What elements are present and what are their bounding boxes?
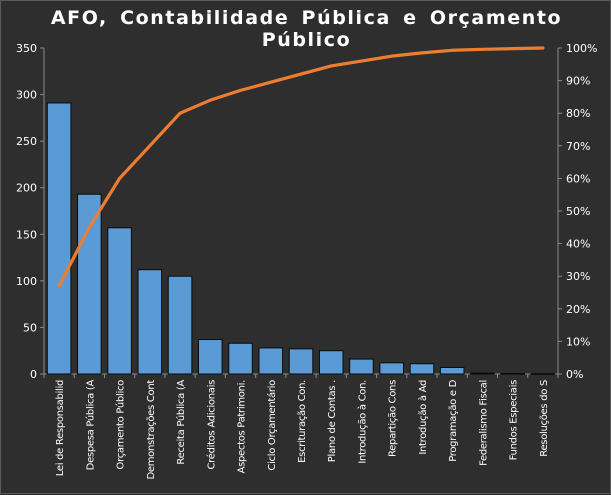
- y-tick-label: 50: [23, 321, 37, 334]
- bar: [47, 103, 71, 374]
- y-tick-label: 150: [16, 228, 37, 241]
- bar: [380, 363, 404, 374]
- y-tick-label: 100: [16, 275, 37, 288]
- bar: [199, 340, 223, 374]
- y-tick-label: 300: [16, 89, 37, 102]
- y2-tick-label: 60%: [566, 172, 590, 185]
- x-tick-label: Despesa Pública (A: [84, 380, 96, 471]
- bar: [319, 351, 343, 374]
- x-tick-label: Plano de Contas .: [327, 380, 338, 462]
- y-tick-label: 350: [16, 42, 37, 55]
- y2-tick-label: 90%: [566, 75, 590, 88]
- x-tick-label: Lei de Responsabilid: [55, 380, 66, 476]
- y2-tick-label: 50%: [566, 205, 590, 218]
- bar: [471, 373, 495, 374]
- x-tick-label: Ciclo Orçamentário: [266, 380, 278, 471]
- x-tick-label: Orçamento Público: [115, 380, 127, 470]
- x-tick-label: Introdução à Ad: [417, 380, 429, 455]
- x-tick-label: Aspectos Patrimoni.: [237, 380, 248, 474]
- y-tick-label: 200: [16, 182, 37, 195]
- bar: [440, 367, 464, 374]
- y2-tick-label: 20%: [566, 303, 590, 316]
- bar: [78, 194, 102, 374]
- y2-tick-label: 70%: [566, 140, 590, 153]
- y2-tick-label: 0%: [566, 368, 583, 381]
- bar: [501, 374, 525, 375]
- x-tick-label: Programação e D: [448, 379, 459, 461]
- x-tick-label: Demonstrações Cont: [146, 380, 157, 480]
- bar: [410, 364, 434, 374]
- x-tick-label: Fundos Especiais: [509, 380, 520, 460]
- x-tick-label: Introdução à Con.: [356, 380, 368, 464]
- bar: [168, 276, 192, 374]
- bar: [350, 359, 374, 374]
- y-tick-label: 0: [30, 368, 37, 381]
- bar: [259, 348, 283, 374]
- x-tick-label: Créditos Adicionais: [205, 380, 217, 470]
- x-tick-label: Federalismo Fiscal: [478, 380, 489, 466]
- x-tick-label: Resoluções do S: [539, 380, 550, 457]
- bar: [531, 374, 555, 375]
- x-tick-label: Repartição Cons: [388, 380, 399, 457]
- bar: [229, 343, 253, 374]
- y2-tick-label: 100%: [566, 42, 597, 55]
- y2-tick-label: 40%: [566, 238, 590, 251]
- bar: [138, 270, 162, 374]
- bar: [108, 228, 132, 374]
- y2-tick-label: 30%: [566, 270, 590, 283]
- y2-tick-label: 80%: [566, 107, 590, 120]
- bar: [289, 349, 313, 374]
- x-tick-label: Escrituração Con.: [297, 380, 308, 463]
- x-tick-label: Receita Pública (A: [175, 380, 187, 465]
- y-tick-label: 250: [16, 135, 37, 148]
- y2-tick-label: 10%: [566, 335, 590, 348]
